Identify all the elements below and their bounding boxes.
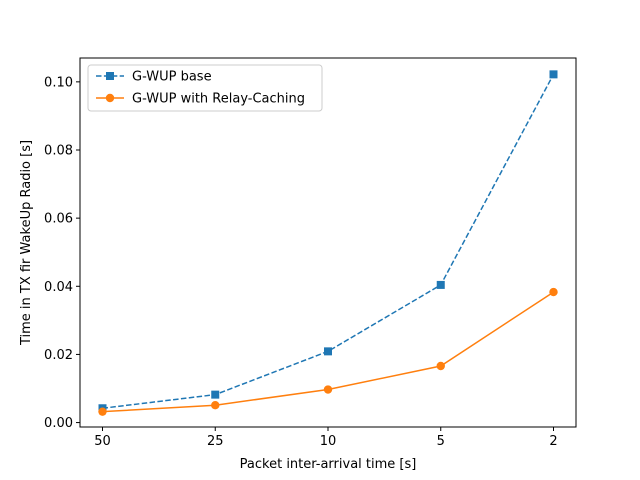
legend-marker xyxy=(105,93,115,103)
x-tick-label: 2 xyxy=(549,434,557,449)
series-2 xyxy=(98,287,558,416)
data-point xyxy=(324,347,332,356)
y-tick-label: 0.10 xyxy=(44,75,73,90)
legend-label: G-WUP base xyxy=(132,70,212,85)
y-tick-label: 0.06 xyxy=(44,212,73,227)
legend-entry: G-WUP with Relay-Caching xyxy=(96,92,305,107)
y-tick-label: 0.00 xyxy=(44,416,73,431)
x-tick-label: 10 xyxy=(320,434,337,449)
data-point xyxy=(549,70,558,79)
y-tick-label: 0.04 xyxy=(44,280,73,295)
legend-marker xyxy=(106,72,114,80)
data-point xyxy=(211,400,220,410)
x-tick-label: 5 xyxy=(437,434,445,449)
legend-label: G-WUP with Relay-Caching xyxy=(132,92,305,107)
x-axis-label: Packet inter-arrival time [s] xyxy=(240,457,417,472)
series-layer xyxy=(98,70,558,416)
legend: G-WUP base G-WUP with Relay-Caching xyxy=(87,64,323,112)
data-point xyxy=(98,407,107,416)
y-tick-label: 0.08 xyxy=(44,143,73,158)
y-axis-label: Time in TX fir WakeUp Radio [s] xyxy=(19,140,34,346)
data-point xyxy=(323,385,333,394)
axes-frame xyxy=(79,57,577,428)
data-point xyxy=(436,361,445,371)
x-tick-label: 25 xyxy=(207,434,224,449)
x-tick-label: 50 xyxy=(94,434,111,449)
x-axis: 50 25 10 5 2 xyxy=(94,427,558,449)
y-axis: 0.00 0.02 0.04 0.06 0.08 0.10 xyxy=(44,75,80,431)
data-point xyxy=(211,390,220,399)
legend-box xyxy=(87,64,323,112)
legend-entry: G-WUP base xyxy=(96,70,212,85)
data-point xyxy=(549,287,558,297)
data-point xyxy=(436,280,445,289)
y-tick-label: 0.02 xyxy=(44,348,73,363)
